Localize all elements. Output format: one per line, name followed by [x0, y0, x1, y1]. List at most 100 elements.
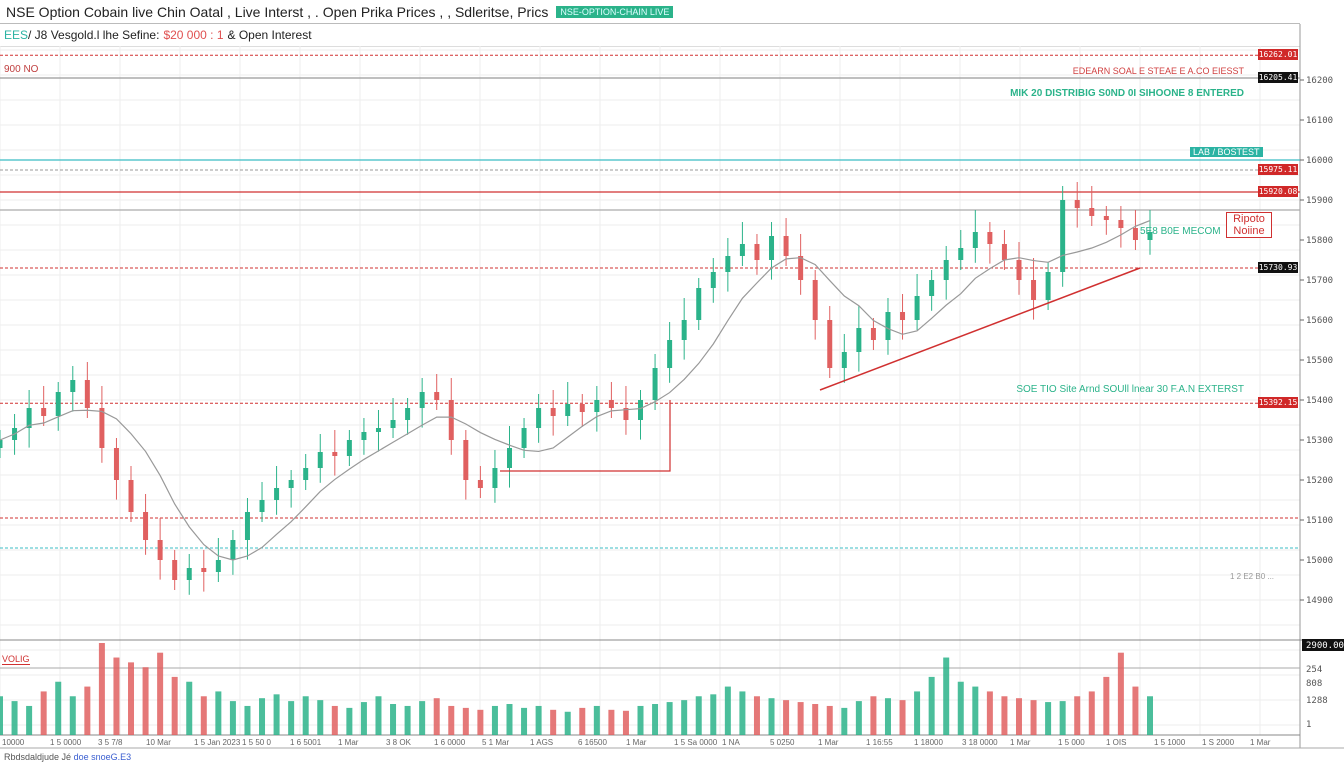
candle-body: [492, 468, 498, 488]
candle-body: [463, 440, 469, 480]
footer: Rbdsdaldjude Jé doe snoeG.E3: [4, 752, 131, 762]
x-tick-label: 1 5 50 0: [242, 738, 271, 747]
volume-bar: [579, 707, 586, 735]
x-tick-label: 5 1 Mar: [482, 738, 509, 747]
candle-body: [274, 488, 280, 500]
candle-body: [288, 480, 294, 488]
volume-axis-label: 808: [1306, 679, 1322, 689]
volume-bar: [69, 696, 76, 735]
volume-bar: [346, 707, 353, 735]
x-tick-label: 5 0250: [770, 738, 795, 747]
volume-bar: [288, 701, 295, 735]
candle-body: [1060, 200, 1066, 272]
footer-link[interactable]: doe snoeG.E3: [73, 752, 132, 762]
candle-body: [1016, 260, 1022, 280]
candle-body: [623, 408, 629, 420]
candle-body: [1103, 216, 1109, 220]
candle-body: [987, 232, 993, 244]
volume-bar: [826, 705, 833, 735]
volume-bar: [1045, 702, 1052, 735]
annotation-note-box: Ripoto Noiine: [1226, 212, 1272, 238]
candle-body: [812, 280, 818, 320]
volume-bar: [914, 691, 921, 735]
volume-bar: [753, 696, 760, 735]
x-tick-label: 10000: [2, 738, 25, 747]
volume-bar: [229, 701, 236, 735]
moving-average-line: [0, 220, 1151, 561]
volume-bar: [506, 704, 513, 735]
volume-bar: [477, 709, 484, 735]
price-level-tag: 15730.93: [1258, 262, 1298, 273]
volume-bar: [360, 702, 367, 735]
candle-body: [157, 540, 163, 560]
annotation-side-small: 1 2 E2 B0 ...: [1230, 572, 1275, 581]
candle-body: [900, 312, 906, 320]
x-tick-label: 1 S 2000: [1202, 738, 1235, 747]
volume-bar: [40, 691, 47, 735]
volume-bar: [55, 681, 62, 735]
x-tick-label: 1 5 0000: [50, 738, 82, 747]
volume-bar: [768, 698, 775, 735]
volume-bar: [1147, 696, 1153, 735]
x-tick-label: 1 Mar: [626, 738, 647, 747]
volume-bar: [11, 701, 18, 735]
x-tick-label: 6 16500: [578, 738, 607, 747]
x-tick-label: 1 6 0000: [434, 738, 466, 747]
volume-bar: [739, 691, 746, 735]
volume-bar: [855, 701, 862, 735]
candle-body: [696, 288, 702, 320]
volume-bar: [608, 709, 615, 735]
y-tick-label: 16000: [1306, 156, 1333, 166]
candle-body: [710, 272, 716, 288]
open-interest-label: & Open Interest: [227, 28, 312, 42]
volume-bar: [943, 657, 950, 735]
volume-bar: [550, 709, 557, 735]
candle-body: [230, 540, 236, 560]
candle-body: [521, 428, 527, 448]
candle-body: [769, 236, 775, 260]
candle-body: [477, 480, 483, 488]
candle-body: [172, 560, 178, 580]
volume-bar: [98, 643, 105, 735]
x-tick-label: 1 Mar: [1010, 738, 1031, 747]
candle-body: [958, 248, 964, 260]
volume-bar: [957, 681, 964, 735]
volume-bar: [317, 700, 324, 735]
top-left-label: 900 NO: [4, 64, 39, 75]
candle-body: [667, 340, 673, 368]
volume-bar: [244, 705, 251, 735]
y-tick-label: 15900: [1306, 196, 1333, 206]
y-tick-label: 15000: [1306, 556, 1333, 566]
y-tick-label: 16100: [1306, 116, 1333, 126]
volume-bar: [302, 696, 309, 735]
candle-body: [244, 512, 250, 540]
volume-bar: [972, 686, 979, 735]
volume-bar: [695, 696, 702, 735]
x-tick-label: 1 18000: [914, 738, 943, 747]
price-level-tag: 15392.15: [1258, 397, 1298, 409]
volume-bar: [375, 696, 382, 735]
candle-body: [972, 232, 978, 248]
candle-body: [943, 260, 949, 280]
x-tick-label: 1 NA: [722, 738, 740, 747]
volume-axis-tag: [1302, 639, 1344, 651]
candle-body: [113, 448, 119, 480]
candle-body: [55, 392, 61, 416]
volume-bar: [724, 686, 731, 735]
volume-bar: [681, 700, 688, 735]
volume-bar: [26, 705, 33, 735]
volume-bar: [1015, 698, 1022, 735]
candle-body: [361, 432, 367, 440]
volume-bar: [419, 701, 426, 735]
symbol-label[interactable]: EES: [4, 28, 29, 42]
price-level-tag: 16262.01: [1258, 49, 1298, 61]
volume-bar: [521, 707, 528, 735]
annotation-green-top: MIK 20 DISTRIBIG S0ND 0I SIHOONE 8 ENTER…: [1010, 88, 1244, 99]
x-tick-label: 1 5 000: [1058, 738, 1085, 747]
candle-body: [565, 404, 571, 416]
candle-body: [186, 568, 192, 580]
candle-body: [1001, 244, 1007, 260]
price-level-tag: 15975.11: [1258, 164, 1298, 175]
x-tick-label: 1 16:55: [866, 738, 893, 747]
